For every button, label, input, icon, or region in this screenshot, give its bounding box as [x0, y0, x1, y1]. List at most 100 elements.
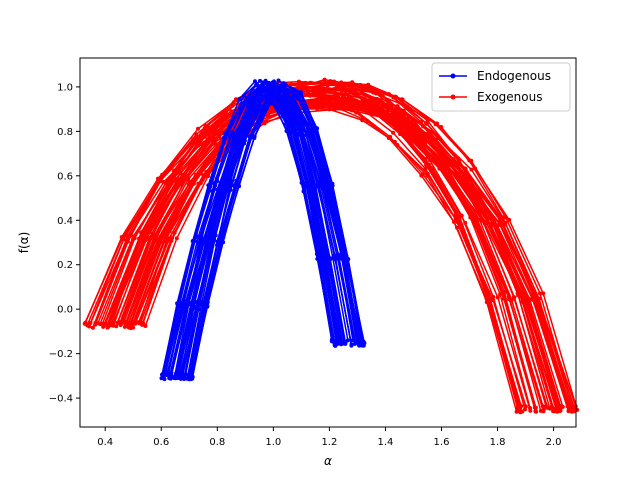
- data-point: [260, 83, 265, 88]
- legend: Endogenous Exogenous: [431, 62, 571, 112]
- data-point: [93, 322, 98, 327]
- data-point: [303, 80, 308, 85]
- data-point: [233, 136, 238, 141]
- data-point: [355, 109, 360, 114]
- data-point: [204, 170, 209, 174]
- data-point: [474, 215, 479, 220]
- data-point: [269, 90, 274, 95]
- data-point: [180, 300, 185, 305]
- data-point: [175, 303, 180, 308]
- data-point: [125, 234, 130, 239]
- data-point: [258, 78, 262, 83]
- data-point: [215, 243, 219, 248]
- data-point: [359, 343, 363, 348]
- series-line: [97, 93, 558, 412]
- series-line: [188, 89, 344, 380]
- legend-swatch-marker: [450, 73, 456, 79]
- data-point: [437, 166, 442, 171]
- x-tick-label: 1.0: [265, 437, 281, 448]
- data-point: [276, 78, 281, 83]
- x-tick-label: 1.4: [377, 437, 393, 448]
- data-point: [567, 406, 572, 411]
- data-point: [201, 301, 206, 306]
- data-point: [160, 372, 164, 377]
- data-point: [160, 233, 165, 238]
- data-point: [335, 256, 340, 261]
- data-point: [210, 141, 215, 146]
- data-point: [317, 253, 322, 258]
- x-tick-label: 1.2: [321, 437, 337, 448]
- data-point: [491, 298, 496, 303]
- data-point: [558, 408, 563, 413]
- data-point: [114, 324, 119, 329]
- data-point: [301, 122, 306, 127]
- data-point: [82, 321, 87, 326]
- data-point: [289, 90, 294, 95]
- data-point: [272, 79, 276, 84]
- data-point: [224, 111, 229, 116]
- data-point: [530, 297, 535, 302]
- series-line: [107, 107, 562, 411]
- data-point: [190, 374, 195, 379]
- data-point: [324, 184, 329, 188]
- series-line: [132, 99, 574, 411]
- data-point: [205, 239, 210, 244]
- data-point: [519, 292, 524, 297]
- data-point: [254, 103, 259, 108]
- data-point: [498, 292, 503, 297]
- data-point: [202, 238, 207, 243]
- data-point: [207, 183, 212, 188]
- data-point: [472, 218, 477, 223]
- data-point: [136, 320, 141, 325]
- data-point: [463, 220, 468, 225]
- data-point: [238, 103, 243, 108]
- data-point: [143, 324, 148, 328]
- data-point: [427, 162, 432, 167]
- data-point: [519, 404, 524, 409]
- data-point: [202, 133, 206, 138]
- axes-frame: [79, 57, 577, 428]
- data-point: [514, 409, 519, 414]
- data-point: [292, 128, 297, 133]
- data-point: [361, 96, 366, 101]
- data-point: [118, 322, 123, 327]
- data-point: [352, 105, 357, 110]
- data-point: [306, 188, 311, 193]
- data-point: [396, 114, 401, 119]
- data-point: [499, 218, 503, 222]
- data-point: [362, 103, 367, 108]
- legend-entry-label: Endogenous: [477, 69, 551, 83]
- data-point: [547, 406, 552, 411]
- data-point: [523, 407, 527, 412]
- data-point: [246, 100, 251, 105]
- data-point: [229, 183, 233, 188]
- y-tick-label: −0.2: [49, 349, 73, 360]
- data-point: [182, 375, 187, 380]
- data-point: [306, 126, 311, 131]
- data-point: [171, 169, 176, 174]
- data-point: [210, 138, 214, 143]
- data-point: [469, 167, 474, 172]
- y-tick-label: 0.2: [57, 260, 73, 271]
- data-point: [423, 138, 428, 143]
- data-point: [453, 216, 458, 221]
- data-point: [215, 179, 220, 184]
- legend-box: [431, 62, 571, 112]
- data-point: [295, 92, 299, 97]
- data-point: [544, 404, 549, 409]
- data-point: [242, 138, 247, 143]
- series-line: [174, 95, 353, 377]
- data-point: [353, 341, 357, 346]
- data-point: [528, 406, 532, 410]
- data-point: [456, 156, 461, 161]
- data-point: [349, 87, 353, 92]
- data-point: [455, 225, 459, 230]
- data-point: [166, 180, 171, 185]
- data-point: [469, 158, 474, 163]
- data-point: [266, 81, 271, 86]
- series-endogenous-lines: [159, 78, 367, 382]
- data-point: [507, 217, 512, 222]
- data-point: [249, 101, 254, 106]
- data-point: [128, 322, 133, 326]
